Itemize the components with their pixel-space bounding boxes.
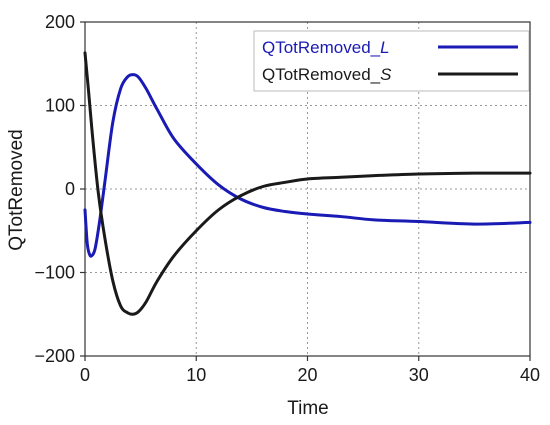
series-line-qtotremoved-l xyxy=(83,73,532,258)
legend: QTotRemoved_L QTotRemoved_S xyxy=(253,30,530,92)
legend-label-qtotremoved-l: QTotRemoved_L xyxy=(262,38,390,57)
legend-box xyxy=(253,30,530,92)
legend-entry-qtotremoved-s: QTotRemoved_S xyxy=(262,65,518,84)
y-tick-label: −200 xyxy=(34,346,75,366)
series-line-qtotremoved-s xyxy=(83,51,532,316)
x-tick-label: 10 xyxy=(186,365,206,385)
y-axis-label: QTotRemoved xyxy=(6,129,27,250)
y-tick-label: 200 xyxy=(45,12,75,32)
x-tick-label: 0 xyxy=(80,365,90,385)
x-tick-label: 30 xyxy=(409,365,429,385)
series-lines xyxy=(83,51,532,316)
x-tick-label: 20 xyxy=(297,365,317,385)
x-tick-label: 40 xyxy=(520,365,540,385)
y-axis-ticks: 200 100 0 −100 −200 xyxy=(34,12,85,366)
x-axis-ticks: 0 10 20 30 40 xyxy=(80,356,540,385)
y-tick-label: −100 xyxy=(34,263,75,283)
legend-label-qtotremoved-s: QTotRemoved_S xyxy=(262,65,392,84)
y-tick-label: 0 xyxy=(65,179,75,199)
y-tick-label: 100 xyxy=(45,96,75,116)
legend-entry-qtotremoved-l: QTotRemoved_L xyxy=(262,38,518,57)
x-axis-label: Time xyxy=(287,398,329,419)
